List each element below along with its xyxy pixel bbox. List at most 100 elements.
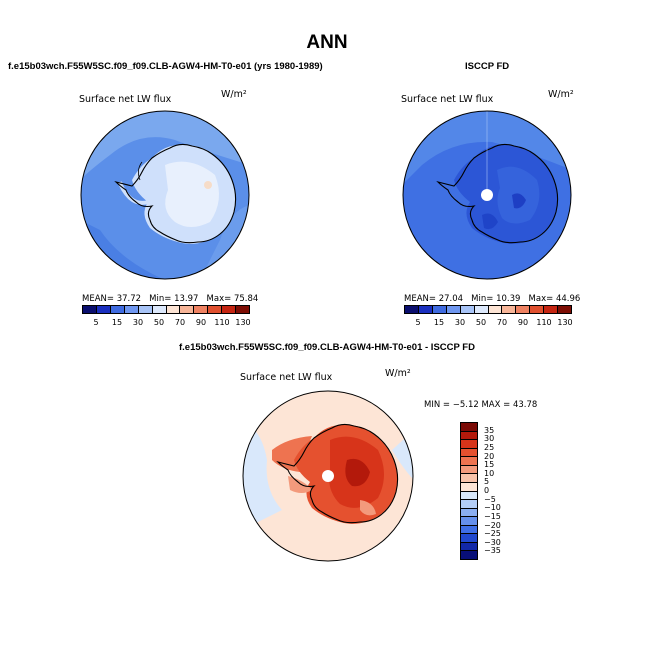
panel3-colorbar-ticks: 35 30 25 20 15 10 5 0 −5 −10 −15 −20 −25 −30 −35 xyxy=(484,422,524,560)
panel3-colorbar-swatch xyxy=(461,457,477,466)
panel3-colorbar-swatch xyxy=(461,423,477,432)
panel2-colorbar-tick-label: 15 xyxy=(433,318,445,327)
panel2-mean-label: MEAN= xyxy=(404,294,436,304)
panel3-colorbar-tick-label: −30 xyxy=(484,537,501,547)
panel1-colorbar-tick-label: 15 xyxy=(111,318,123,327)
panel3-colorbar-tick-label: 25 xyxy=(484,442,495,452)
panel1-colorbar xyxy=(82,305,250,314)
panel1-colorbar-swatch xyxy=(166,306,181,313)
panel3-colorbar-swatch xyxy=(461,500,477,509)
panel1-colorbar-swatch xyxy=(222,306,237,313)
panel3-colorbar-tick-label: −20 xyxy=(484,520,501,530)
panel3-colorbar-swatch xyxy=(461,508,477,518)
panel3-colorbar-tick-label: 5 xyxy=(484,477,490,487)
panel2-colorbar-swatch xyxy=(530,306,545,313)
panel2-colorbar-tick-label: 50 xyxy=(475,318,487,327)
panel1-min-value: 13.97 xyxy=(174,294,199,304)
panel2-colorbar-tick-label: 30 xyxy=(454,318,466,327)
panel2-colorbar-swatch xyxy=(446,306,461,313)
panel2-stats: MEAN= 27.04 Min= 10.39 Max= 44.96 xyxy=(404,294,580,304)
panel2-colorbar-swatch xyxy=(544,306,559,313)
panel3-colorbar-tick-label: 20 xyxy=(484,451,495,461)
panel2-colorbar-swatch xyxy=(502,306,517,313)
panel2-colorbar xyxy=(404,305,572,314)
panel2-colorbar-swatch xyxy=(405,306,419,313)
panel3-polar-map xyxy=(242,390,414,562)
panel3-colorbar-swatch xyxy=(461,448,477,458)
panel3-colorbar-swatch xyxy=(461,465,477,475)
panel3-colorbar-tick-label: 0 xyxy=(484,486,490,495)
panel2-pole-mask xyxy=(481,189,493,201)
panel3-variable-label: Surface net LW flux xyxy=(240,372,333,383)
panel2-colorbar-tick-label: 110 xyxy=(536,318,552,327)
panel2-colorbar-swatch xyxy=(558,306,572,313)
panel2-colorbar-tick-label: 130 xyxy=(557,318,573,327)
panel3-colorbar-tick-label: −5 xyxy=(484,494,496,504)
panel1-max-value: 75.84 xyxy=(233,294,259,304)
panel3-colorbar-swatch xyxy=(461,482,477,492)
panel1-colorbar-swatch xyxy=(124,306,139,313)
panel1-units: W/m² xyxy=(221,89,247,100)
panel3-colorbar-swatch xyxy=(461,551,477,559)
panel3-colorbar-tick-label: −25 xyxy=(484,529,501,539)
panel2-max-label: Max= xyxy=(528,294,554,304)
panel3-colorbar-swatch xyxy=(461,440,477,449)
panel1-stats: MEAN= 37.72 Min= 13.97 Max= 75.84 xyxy=(82,294,258,304)
panel1-colorbar-swatch xyxy=(152,306,167,313)
panel2-case-title: ISCCP FD xyxy=(465,61,510,72)
panel3-colorbar-tick-label: −35 xyxy=(484,546,501,556)
panel1-colorbar-tick-label: 5 xyxy=(93,318,99,327)
panel1-colorbar-swatch xyxy=(180,306,195,313)
panel1-colorbar-tick-label: 110 xyxy=(214,318,230,327)
panel2-colorbar-swatch xyxy=(418,306,433,313)
panel3-colorbar xyxy=(460,422,478,560)
panel1-polar-map xyxy=(80,110,250,280)
panel1-colorbar-swatch xyxy=(208,306,223,313)
panel2-colorbar-swatch xyxy=(432,306,447,313)
panel3-colorbar-tick-label: 15 xyxy=(484,460,495,470)
figure-title: ANN xyxy=(306,32,348,53)
panel3-colorbar-tick-label: −15 xyxy=(484,511,501,521)
panel3-units: W/m² xyxy=(385,368,411,379)
panel1-colorbar-swatch xyxy=(194,306,209,313)
panel2-min-label: Min= xyxy=(471,294,494,304)
panel1-colorbar-tick-label: 70 xyxy=(174,318,186,327)
panel2-colorbar-tick-label: 90 xyxy=(517,318,529,327)
panel2-colorbar-swatch xyxy=(474,306,489,313)
panel3-colorbar-swatch xyxy=(461,525,477,535)
panel2-colorbar-tick-label: 70 xyxy=(496,318,508,327)
panel1-colorbar-swatch xyxy=(138,306,153,313)
panel1-mean-label: MEAN= xyxy=(82,294,114,304)
panel3-colorbar-tick-label: 30 xyxy=(484,434,495,444)
panel3-colorbar-swatch xyxy=(461,491,477,501)
panel2-mean-value: 27.04 xyxy=(438,294,464,304)
panel1-max-label: Max= xyxy=(206,294,232,304)
panel3-colorbar-swatch xyxy=(461,534,477,543)
panel1-colorbar-swatch xyxy=(83,306,97,313)
panel2-colorbar-swatch xyxy=(460,306,475,313)
panel2-min-value: 10.39 xyxy=(496,294,521,304)
panel1-colorbar-tick-label: 30 xyxy=(132,318,144,327)
panel3-case-title: f.e15b03wch.F55W5SC.f09_f09.CLB-AGW4-HM-… xyxy=(179,342,475,353)
panel1-min-label: Min= xyxy=(149,294,172,304)
panel2-variable-label: Surface net LW flux xyxy=(401,94,494,105)
panel1-colorbar-swatch xyxy=(96,306,111,313)
panel1-colorbar-tick-label: 50 xyxy=(153,318,165,327)
panel3-colorbar-swatch xyxy=(461,542,477,552)
panel1-case-title: f.e15b03wch.F55W5SC.f09_f09.CLB-AGW4-HM-… xyxy=(8,61,323,72)
panel2-max-value: 44.96 xyxy=(555,294,581,304)
panel2-colorbar-swatch xyxy=(488,306,503,313)
panel1-colorbar-swatch xyxy=(110,306,125,313)
panel2-colorbar-tick-label: 5 xyxy=(415,318,421,327)
panel2-units: W/m² xyxy=(548,89,574,100)
panel2-polar-map xyxy=(402,110,572,280)
panel3-colorbar-swatch xyxy=(461,474,477,483)
panel3-colorbar-tick-label: −10 xyxy=(484,503,501,513)
panel1-mean-value: 37.72 xyxy=(116,294,142,304)
panel3-colorbar-swatch xyxy=(461,517,477,526)
panel3-pole-mask xyxy=(322,470,334,482)
panel1-colorbar-tick-label: 90 xyxy=(195,318,207,327)
panel1-variable-label: Surface net LW flux xyxy=(79,94,172,105)
panel1-colorbar-swatch xyxy=(236,306,250,313)
panel1-colorbar-tick-label: 130 xyxy=(235,318,251,327)
